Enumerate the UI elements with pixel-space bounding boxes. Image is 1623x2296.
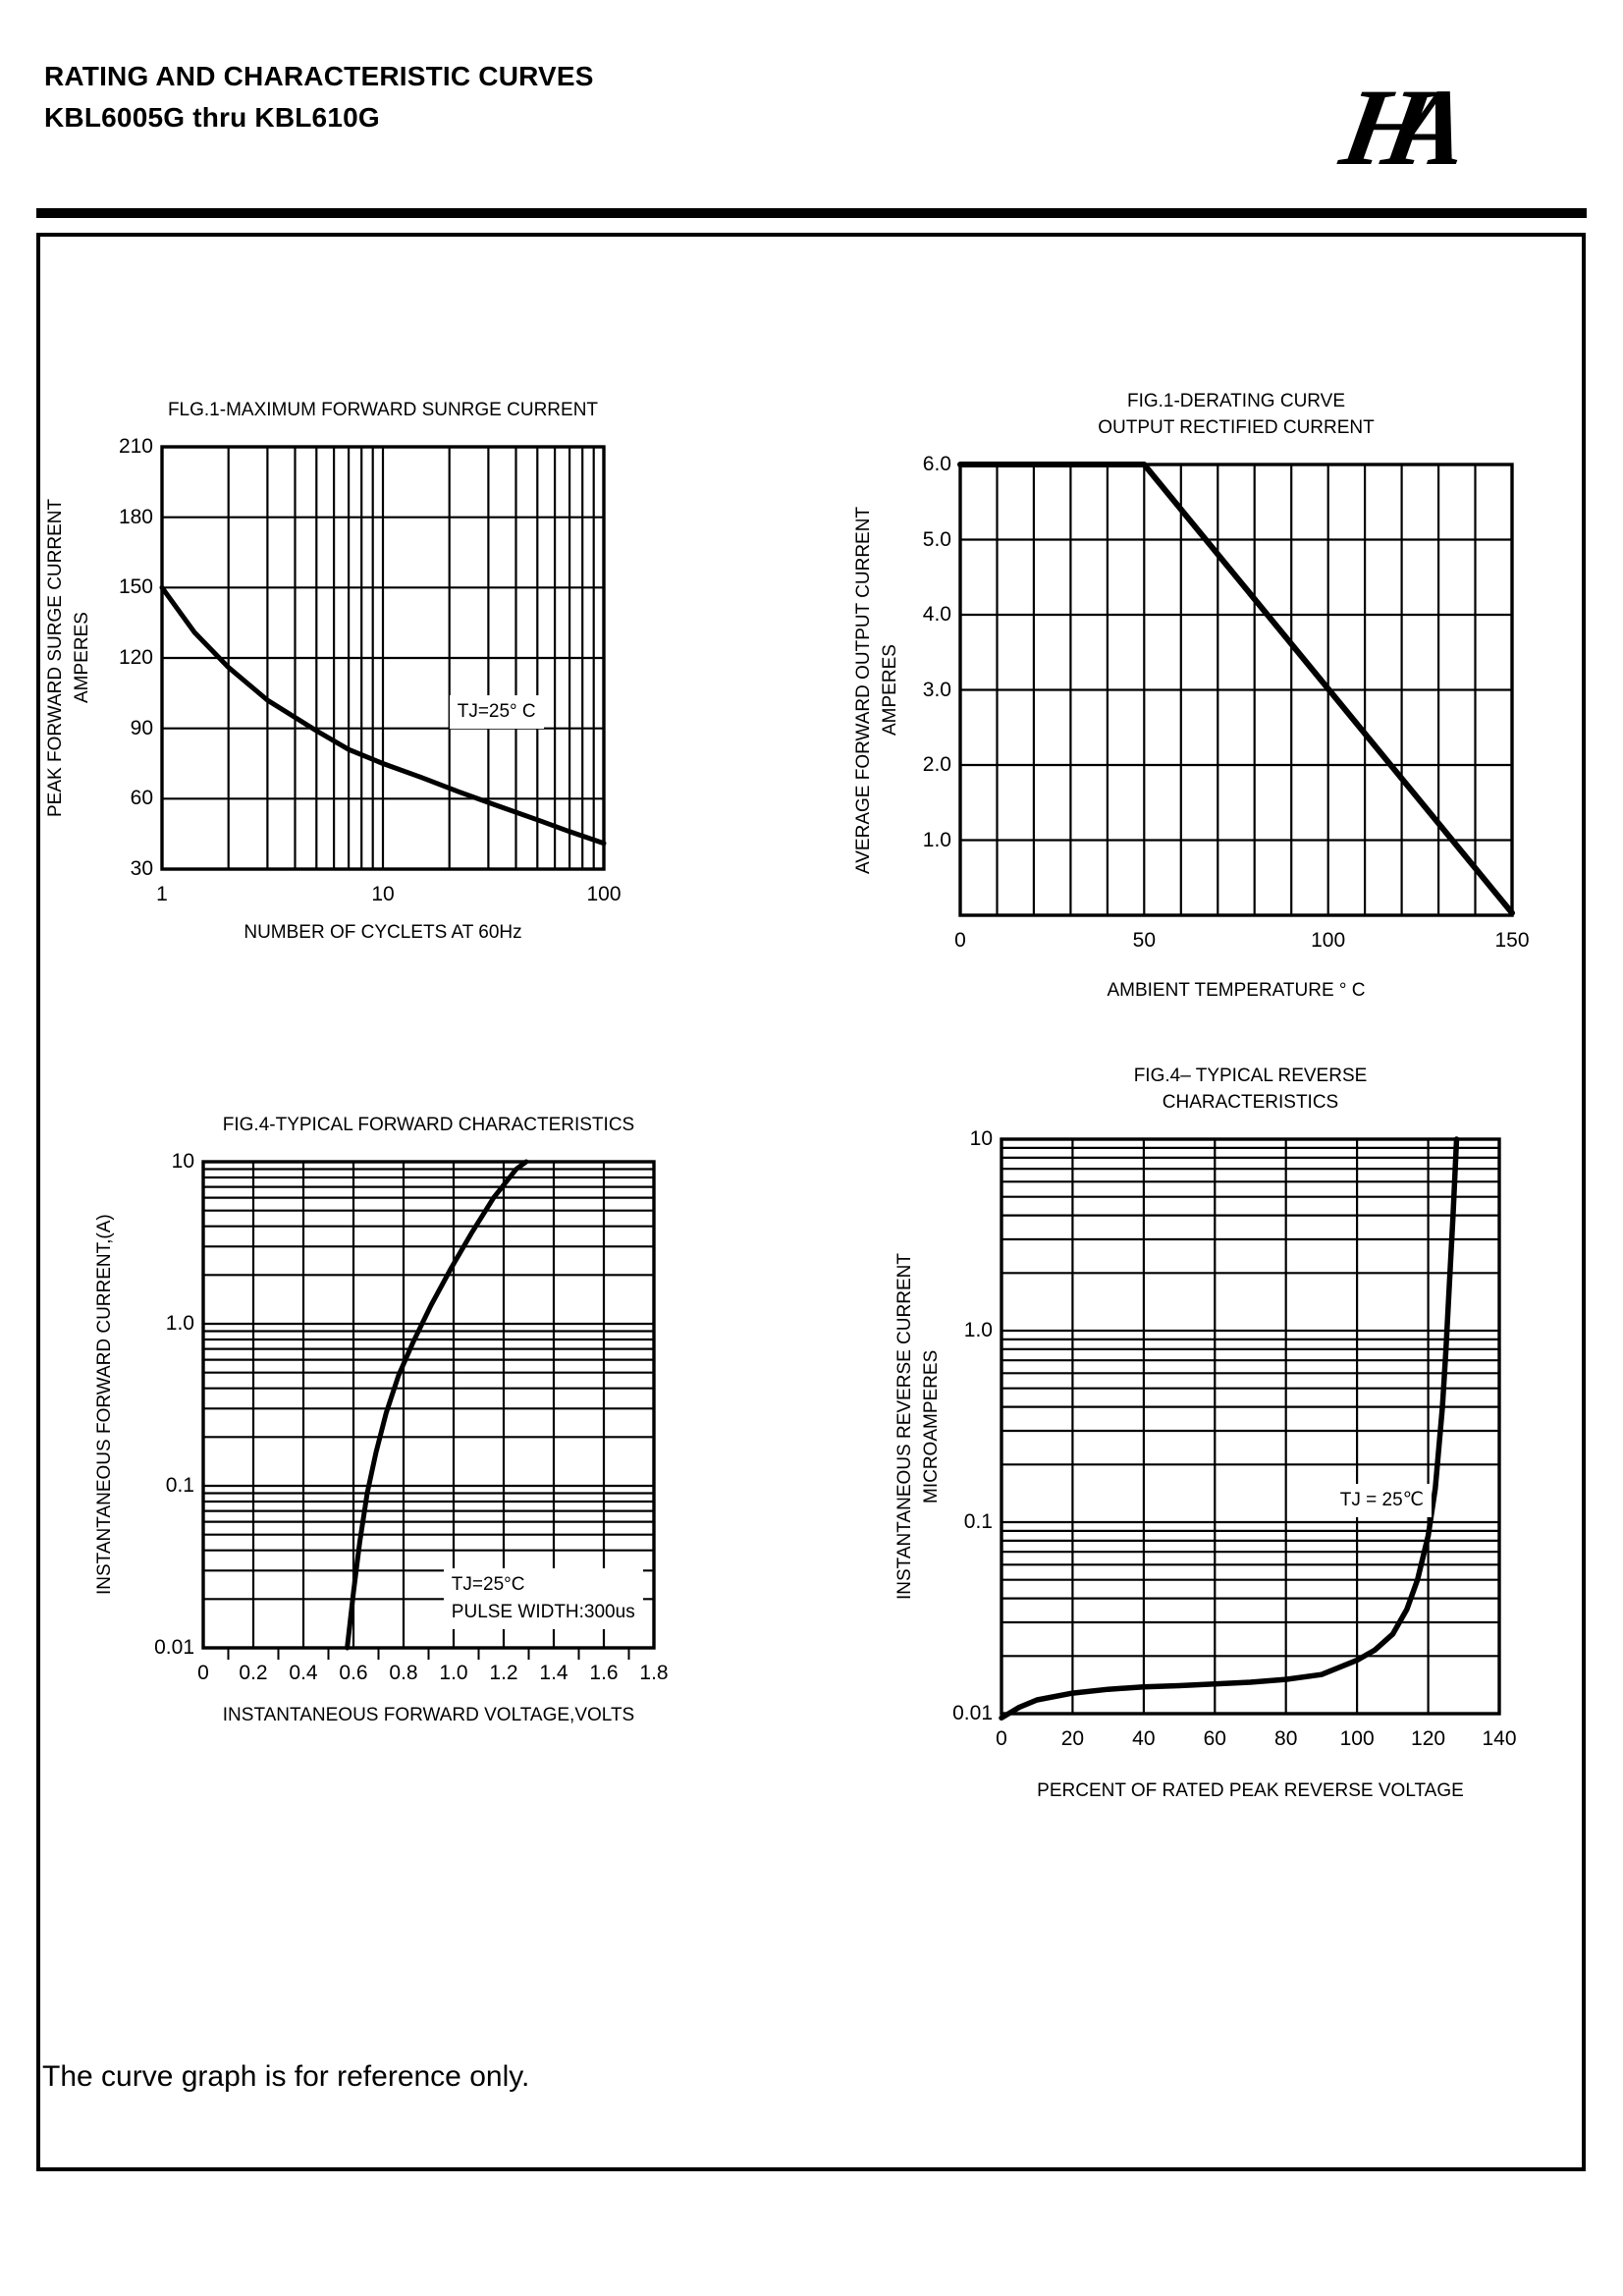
chart-title: FIG.4-TYPICAL FORWARD CHARACTERISTICS xyxy=(222,1115,635,1135)
y-tick-label: 0.1 xyxy=(963,1510,993,1533)
y-axis-title: INSTANTANEOUS FORWARD CURRENT,(A) xyxy=(94,1214,115,1596)
y-tick-label: 0.01 xyxy=(154,1636,194,1659)
derating-curve-chart: FIG.1-DERATING CURVE OUTPUT RECTIFIED CU… xyxy=(853,391,1530,1001)
y-tick-label: 60 xyxy=(130,787,153,810)
x-tick-label: 0 xyxy=(197,1662,209,1684)
y-tick-label: 10 xyxy=(969,1127,993,1150)
y-tick-label: 2.0 xyxy=(922,753,951,776)
y-tick-label: 120 xyxy=(118,646,153,669)
x-tick-label: 0.4 xyxy=(289,1662,318,1684)
page-title: RATING AND CHARACTERISTIC CURVES xyxy=(44,61,594,91)
reverse-characteristics-chart: FIG.4– TYPICAL REVERSE CHARACTERISTICS I… xyxy=(894,1066,1517,1801)
x-axis-title: NUMBER OF CYCLETS AT 60Hz xyxy=(243,922,522,943)
y-tick-label: 5.0 xyxy=(922,527,951,551)
x-tick-label: 100 xyxy=(586,883,622,905)
x-tick-label: 1 xyxy=(156,883,168,905)
x-tick-label: 40 xyxy=(1132,1727,1156,1750)
y-tick-label: 4.0 xyxy=(922,603,951,626)
x-tick-label: 20 xyxy=(1060,1727,1085,1750)
y-tick-label: 10 xyxy=(171,1150,194,1173)
x-tick-label: 10 xyxy=(371,883,395,905)
reverse-characteristics-plot xyxy=(999,1136,1501,1722)
y-tick-label: 3.0 xyxy=(922,678,951,701)
x-axis-title: INSTANTANEOUS FORWARD VOLTAGE,VOLTS xyxy=(222,1705,635,1725)
chart-annotation: TJ=25°C PULSE WIDTH:300us xyxy=(443,1568,643,1630)
y-tick-label: 6.0 xyxy=(922,453,951,475)
y-tick-label: 1.0 xyxy=(963,1319,993,1341)
y-tick-label: 1.0 xyxy=(922,828,951,851)
x-tick-label: 100 xyxy=(1311,929,1346,952)
chart-annotation: TJ = 25℃ xyxy=(1331,1483,1433,1517)
x-tick-label: 1.6 xyxy=(589,1662,619,1684)
part-number-range: KBL6005G thru KBL610G xyxy=(44,102,380,133)
y-axis-title: INSTANTANEOUS REVERSE CURRENT MICROAMPER… xyxy=(894,1253,942,1600)
forward-characteristics-chart: FIG.4-TYPICAL FORWARD CHARACTERISTICS IN… xyxy=(94,1115,669,1725)
chart-annotation: TJ=25° C xyxy=(449,694,544,729)
y-tick-label: 1.0 xyxy=(165,1312,194,1335)
forward-characteristics-plot xyxy=(201,1159,656,1660)
x-tick-label: 0.8 xyxy=(389,1662,418,1684)
y-tick-label: 90 xyxy=(130,716,153,739)
x-tick-label: 60 xyxy=(1203,1727,1226,1750)
x-tick-label: 0.6 xyxy=(339,1662,368,1684)
x-tick-label: 1.8 xyxy=(639,1662,669,1684)
x-tick-label: 50 xyxy=(1132,929,1156,952)
chart-title: FLG.1-MAXIMUM FORWARD SUNRGE CURRENT xyxy=(167,400,599,420)
x-tick-label: 1.4 xyxy=(539,1662,568,1684)
y-tick-label: 210 xyxy=(118,435,153,458)
header-divider-rule xyxy=(36,208,1587,218)
x-tick-label: 1.0 xyxy=(439,1662,468,1684)
x-tick-label: 120 xyxy=(1411,1727,1446,1750)
x-tick-label: 0 xyxy=(996,1727,1007,1750)
x-tick-label: 100 xyxy=(1339,1727,1375,1750)
x-tick-label: 140 xyxy=(1482,1727,1517,1750)
x-axis-title: AMBIENT TEMPERATURE ° C xyxy=(1107,980,1366,1001)
y-tick-label: 180 xyxy=(118,505,153,528)
brand-logo: HA xyxy=(1332,67,1579,191)
x-tick-label: 1.2 xyxy=(489,1662,518,1684)
y-tick-label: 0.1 xyxy=(165,1474,194,1497)
y-tick-label: 30 xyxy=(130,857,153,880)
reference-note: The curve graph is for reference only. xyxy=(42,2060,530,2093)
y-tick-label: 150 xyxy=(118,575,153,599)
x-tick-label: 80 xyxy=(1274,1727,1298,1750)
surge-current-plot xyxy=(159,445,607,871)
derating-curve-plot xyxy=(957,462,1515,917)
y-tick-label: 0.01 xyxy=(952,1702,993,1724)
chart-title: FIG.1-DERATING CURVE OUTPUT RECTIFIED CU… xyxy=(1098,391,1375,438)
x-axis-title: PERCENT OF RATED PEAK REVERSE VOLTAGE xyxy=(1037,1780,1464,1801)
x-tick-label: 0.2 xyxy=(239,1662,268,1684)
surge-current-chart: FLG.1-MAXIMUM FORWARD SUNRGE CURRENT PEA… xyxy=(45,400,622,943)
chart-title: FIG.4– TYPICAL REVERSE CHARACTERISTICS xyxy=(1133,1066,1368,1113)
x-tick-label: 0 xyxy=(954,929,966,952)
x-tick-label: 150 xyxy=(1494,929,1530,952)
